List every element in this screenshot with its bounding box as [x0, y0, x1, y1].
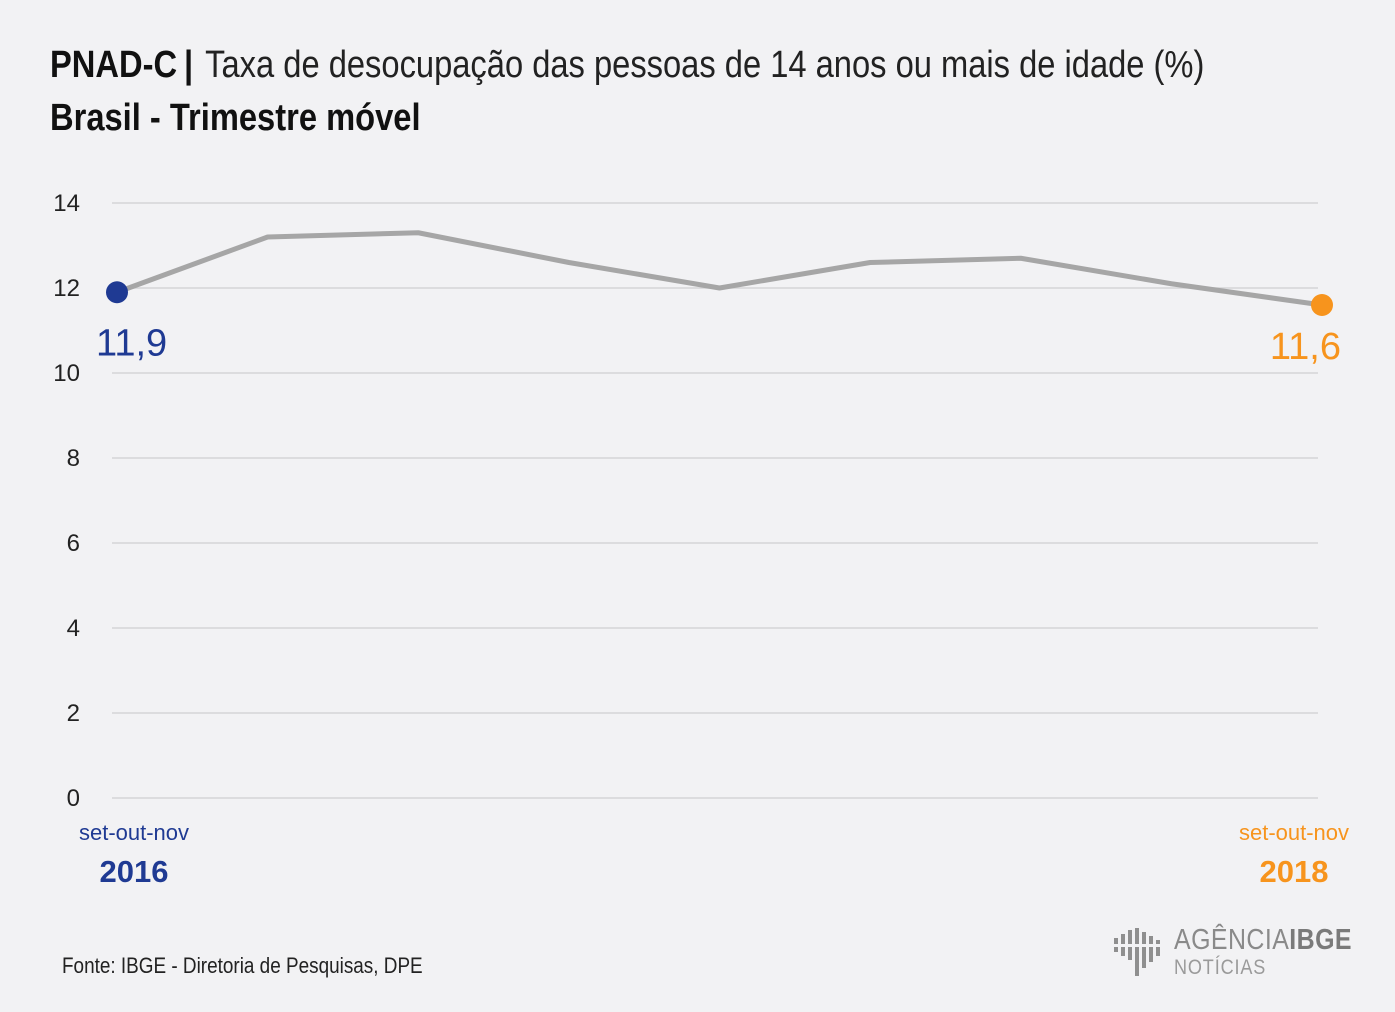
logo-tagline: NOTÍCIAS	[1174, 956, 1267, 979]
chart-subtitle: Brasil - Trimestre móvel	[50, 97, 421, 139]
x-tick-label-end-year: 2018	[1260, 854, 1329, 889]
title-separator: |	[183, 44, 194, 86]
chart-title: PNAD-C | Taxa de desocupação das pessoas d…	[50, 42, 1204, 88]
y-tick-label: 6	[67, 530, 80, 557]
y-tick-label: 4	[67, 615, 80, 642]
end-point-marker	[1311, 294, 1333, 316]
x-tick-label-end-period: set-out-nov	[1239, 820, 1349, 845]
x-tick-label-start-period: set-out-nov	[79, 820, 189, 845]
x-tick-label-start-year: 2016	[100, 854, 169, 889]
y-tick-label: 8	[67, 445, 80, 472]
agencia-ibge-logo: AGÊNCIAIBGE NOTÍCIAS	[1112, 926, 1381, 978]
title-text: Taxa de desocupação das pessoas de 14 an…	[205, 44, 1205, 86]
logo-name-bold: IBGE	[1289, 924, 1352, 956]
logo-name-light: AGÊNCIA	[1174, 924, 1290, 956]
brand-label: PNAD-C	[50, 44, 178, 86]
series-line	[114, 230, 1325, 308]
end-value-label: 11,6	[1270, 326, 1341, 368]
ibge-bars-icon	[1112, 928, 1166, 976]
y-tick-label: 12	[53, 275, 80, 302]
y-tick-label: 14	[53, 190, 80, 217]
y-tick-label: 10	[53, 360, 80, 387]
y-tick-label: 0	[67, 785, 80, 812]
start-point-marker	[106, 281, 128, 304]
start-value-label: 11,9	[96, 322, 167, 364]
y-tick-label: 2	[67, 700, 80, 727]
source-note: Fonte: IBGE - Diretoria de Pesquisas, DP…	[62, 953, 423, 978]
